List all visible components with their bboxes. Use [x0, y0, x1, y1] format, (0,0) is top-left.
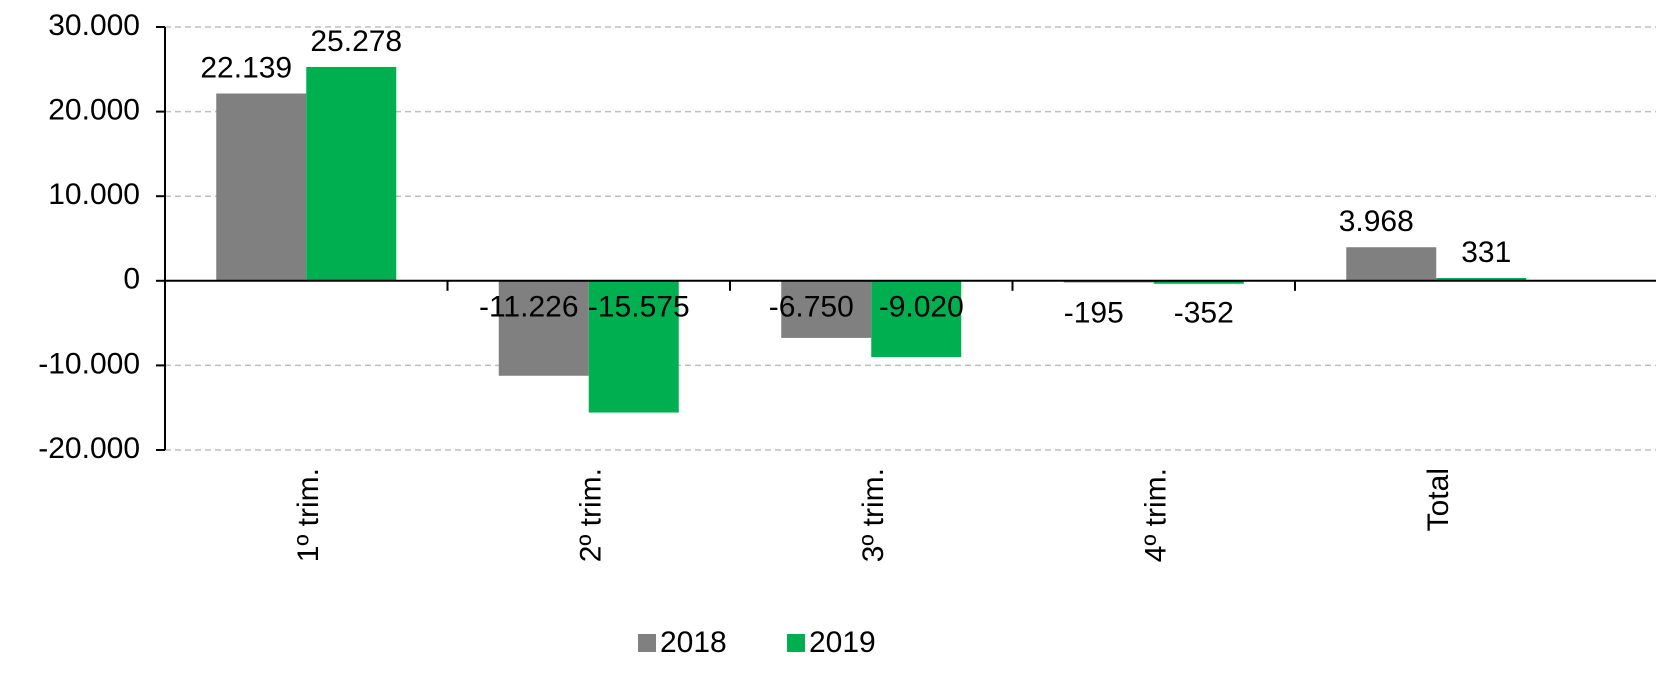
- x-tick-label: 1º trim.: [292, 468, 325, 562]
- bar: [306, 66, 397, 281]
- legend-swatch: [787, 634, 805, 652]
- x-tick-label: 3º trim.: [857, 468, 890, 562]
- bar: [588, 280, 679, 413]
- y-tick-label: 20.000: [48, 94, 140, 127]
- data-label: -352: [1174, 297, 1234, 330]
- y-tick-label: 30.000: [48, 9, 140, 42]
- bar: [1153, 280, 1244, 284]
- y-tick-label: 10.000: [48, 178, 140, 211]
- y-tick-label: -20.000: [38, 432, 140, 465]
- legend-label: 2019: [809, 626, 876, 659]
- data-label: -15.575: [588, 291, 690, 324]
- legend-label: 2018: [660, 626, 727, 659]
- x-tick-label: 4º trim.: [1140, 468, 1173, 562]
- bar: [1346, 247, 1437, 281]
- bar: [498, 280, 589, 376]
- data-label: -11.226: [479, 291, 579, 324]
- x-tick-label: 2º trim.: [575, 468, 608, 562]
- bar: [871, 280, 962, 358]
- y-tick-label: 0: [123, 263, 140, 296]
- legend-swatch: [638, 634, 656, 652]
- y-tick-label: -10.000: [38, 347, 140, 380]
- bar: [1436, 277, 1527, 281]
- data-label: 22.139: [200, 51, 292, 84]
- x-tick-label: Total: [1422, 468, 1455, 531]
- data-label: 331: [1461, 236, 1511, 269]
- bar: [781, 280, 872, 338]
- data-label: 3.968: [1339, 205, 1414, 238]
- bar: [216, 93, 307, 281]
- data-label: -6.750: [769, 291, 854, 324]
- data-label: -195: [1064, 297, 1124, 330]
- data-label: -9.020: [879, 291, 964, 324]
- data-label: 25.278: [310, 25, 402, 58]
